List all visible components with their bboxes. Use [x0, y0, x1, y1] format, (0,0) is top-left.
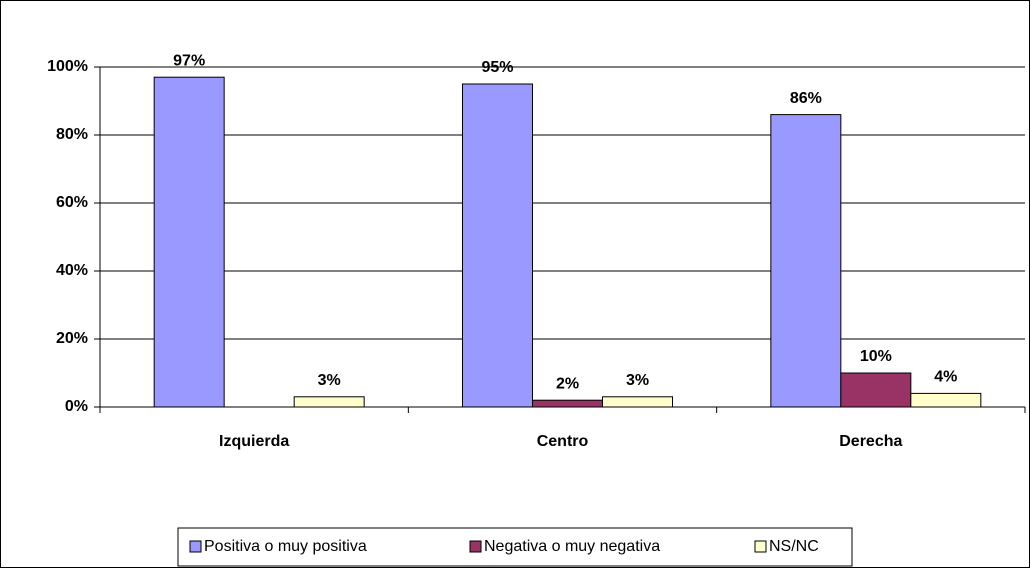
y-tick-label: 60%	[56, 194, 88, 211]
data-label: 4%	[934, 369, 957, 386]
y-tick-label: 100%	[47, 58, 88, 75]
y-tick-label: 80%	[56, 126, 88, 143]
bar	[910, 392, 982, 408]
bar	[462, 83, 533, 408]
x-tick-label: Izquierda	[219, 433, 289, 450]
data-label: 2%	[556, 375, 579, 392]
data-label: 86%	[790, 90, 822, 107]
x-tick-label: Derecha	[839, 433, 902, 450]
x-tick-label: Centro	[537, 433, 589, 450]
legend-swatch	[754, 540, 767, 553]
bar	[153, 76, 225, 408]
data-label: 95%	[481, 59, 513, 76]
legend-label: Positiva o muy positiva	[204, 538, 367, 555]
y-tick-label: 40%	[56, 262, 88, 279]
y-tick-label: 20%	[56, 330, 88, 347]
data-label: 3%	[318, 372, 341, 389]
legend-label: NS/NC	[769, 538, 819, 555]
legend-swatch	[189, 540, 202, 553]
y-tick-label: 0%	[65, 398, 88, 415]
data-label: 97%	[173, 52, 205, 69]
data-label: 3%	[626, 372, 649, 389]
bar	[293, 396, 365, 408]
bar	[770, 114, 842, 408]
legend-swatch	[469, 540, 482, 553]
legend-label: Negativa o muy negativa	[484, 538, 660, 555]
data-label: 10%	[860, 348, 892, 365]
legend-box	[177, 527, 853, 567]
bar	[532, 399, 603, 408]
bar	[840, 372, 912, 408]
bar	[602, 396, 673, 408]
